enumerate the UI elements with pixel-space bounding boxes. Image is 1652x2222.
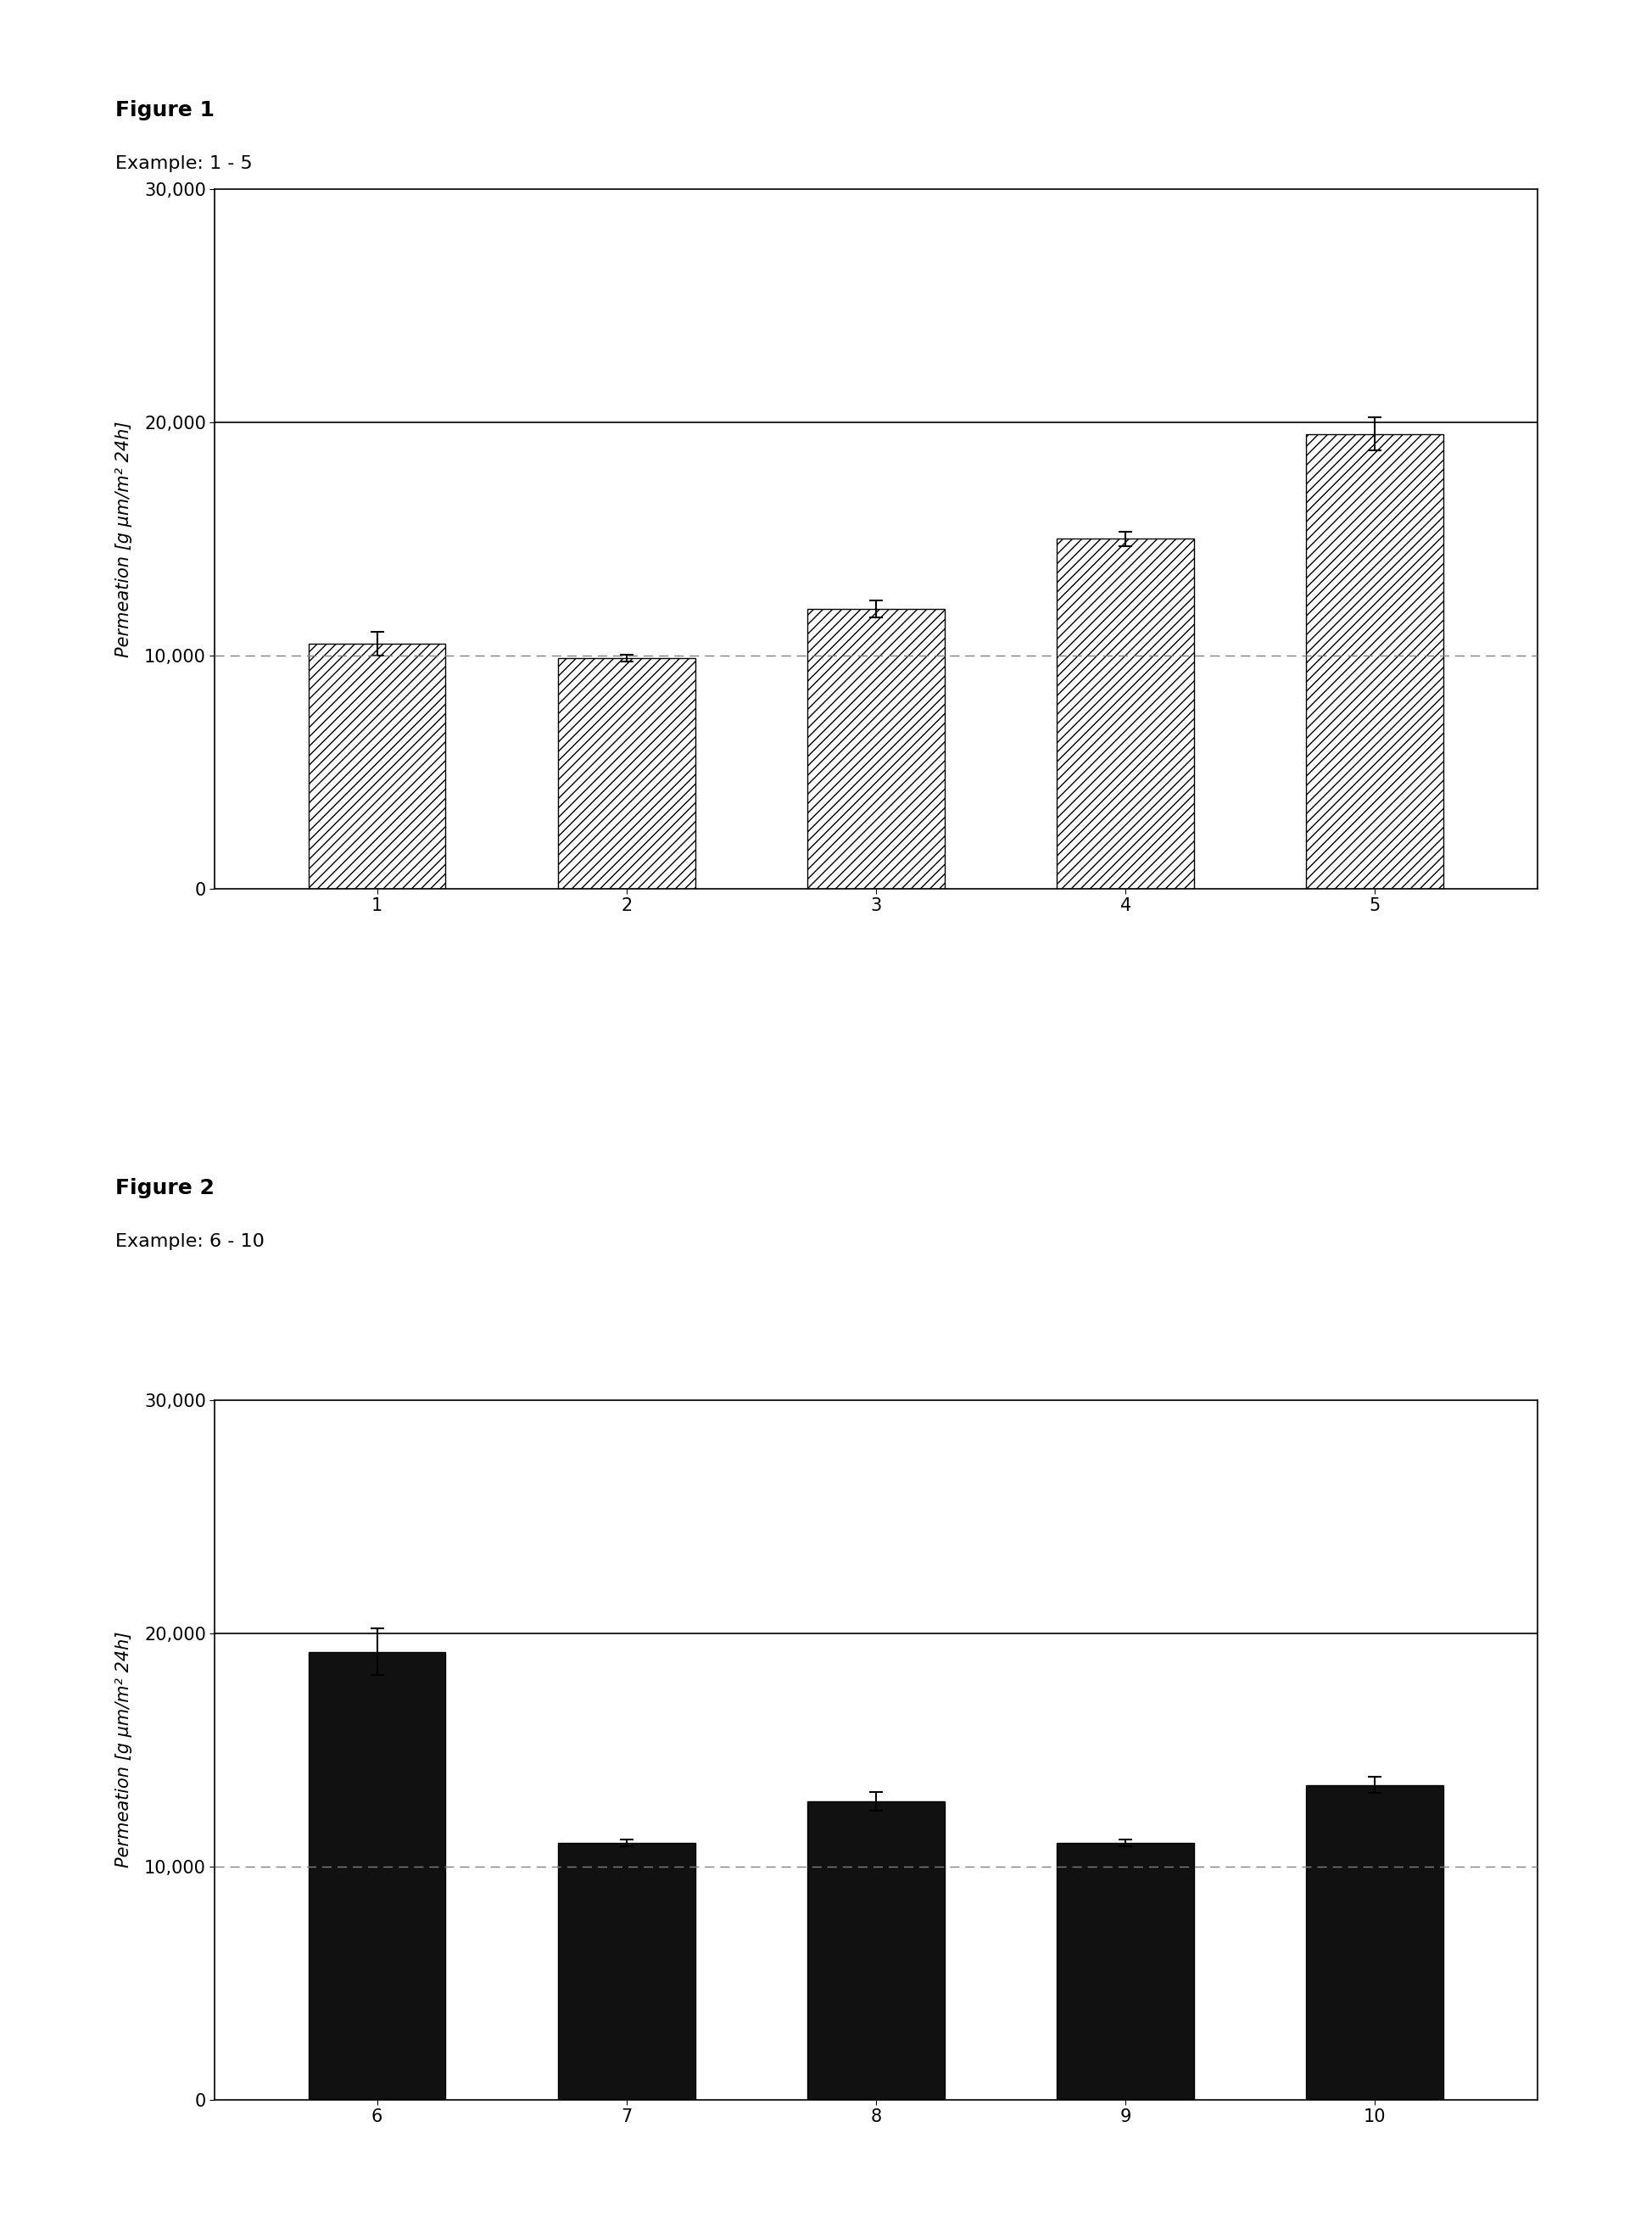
Text: Figure 2: Figure 2 (116, 1178, 215, 1198)
Y-axis label: Permeation [g μm/m² 24h]: Permeation [g μm/m² 24h] (116, 420, 132, 658)
Bar (558, 1844, 695, 2100)
Y-axis label: Permeation [g μm/m² 24h]: Permeation [g μm/m² 24h] (116, 1631, 132, 1869)
Bar (1305, 1784, 1442, 2100)
Text: Example: 1 - 5: Example: 1 - 5 (116, 156, 253, 173)
Bar (309, 644, 446, 889)
Text: Example: 6 - 10: Example: 6 - 10 (116, 1233, 264, 1251)
Bar (1056, 1844, 1193, 2100)
Text: Figure 1: Figure 1 (116, 100, 215, 120)
Bar (558, 658, 695, 889)
Bar (806, 609, 945, 889)
Bar (806, 1802, 945, 2100)
Bar (1305, 433, 1442, 889)
Bar (1056, 538, 1193, 889)
Bar (309, 1651, 446, 2100)
